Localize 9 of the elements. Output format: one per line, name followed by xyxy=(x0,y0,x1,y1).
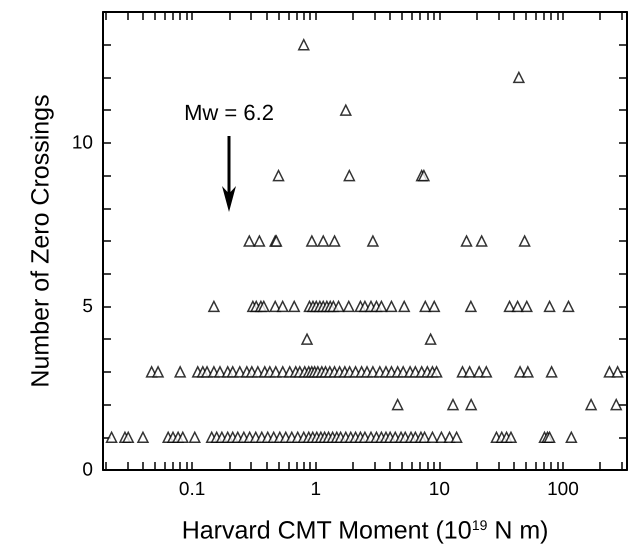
y-axis-title: Number of Zero Crossings xyxy=(26,94,54,388)
x-tick-label: 1 xyxy=(310,479,322,500)
x-tick-label: 10 xyxy=(428,479,450,500)
y-tick-label: 0 xyxy=(82,460,93,480)
x-tick-label: 0.1 xyxy=(178,479,206,500)
y-tick-label: 5 xyxy=(82,296,93,317)
x-tick-label: 100 xyxy=(547,479,579,500)
annotation: Mw = 6.2 xyxy=(184,100,274,126)
y-tick-label: 10 xyxy=(72,132,93,154)
